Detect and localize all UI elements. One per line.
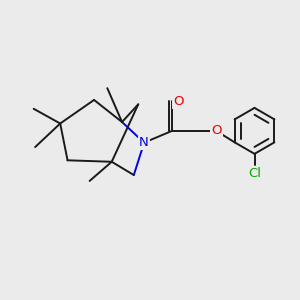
Text: O: O (173, 95, 184, 108)
Text: N: N (139, 136, 149, 149)
Text: Cl: Cl (248, 167, 261, 180)
Text: O: O (211, 124, 221, 137)
